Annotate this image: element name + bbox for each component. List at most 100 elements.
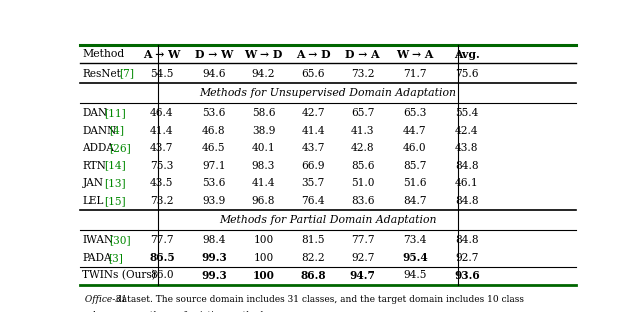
Text: [3]: [3] (108, 253, 123, 263)
Text: 41.3: 41.3 (351, 126, 374, 136)
Text: 98.4: 98.4 (202, 235, 226, 245)
Text: 40.1: 40.1 (252, 143, 275, 153)
Text: 41.4: 41.4 (150, 126, 173, 136)
Text: 84.8: 84.8 (455, 161, 479, 171)
Text: 73.2: 73.2 (150, 196, 173, 206)
Text: TWINs (Ours): TWINs (Ours) (83, 270, 156, 280)
Text: Methods for Partial Domain Adaptation: Methods for Partial Domain Adaptation (220, 215, 436, 225)
Text: RTN: RTN (83, 161, 106, 171)
Text: 85.6: 85.6 (351, 161, 374, 171)
Text: D → A: D → A (346, 49, 380, 60)
Text: 66.9: 66.9 (301, 161, 325, 171)
Text: 46.1: 46.1 (455, 178, 479, 188)
Text: 92.7: 92.7 (455, 253, 479, 263)
Text: 43.8: 43.8 (455, 143, 479, 153)
Text: ual or surpass those of existing methods.: ual or surpass those of existing methods… (83, 311, 271, 312)
Text: 96.8: 96.8 (252, 196, 275, 206)
Text: 77.7: 77.7 (351, 235, 374, 245)
Text: [26]: [26] (109, 143, 131, 153)
Text: [13]: [13] (104, 178, 126, 188)
Text: 76.4: 76.4 (301, 196, 325, 206)
Text: Method: Method (83, 49, 125, 59)
Text: 65.3: 65.3 (403, 108, 426, 118)
Text: PADA: PADA (83, 253, 112, 263)
Text: dataset. The source domain includes 31 classes, and the target domain includes 1: dataset. The source domain includes 31 c… (116, 295, 524, 304)
Text: [14]: [14] (104, 161, 126, 171)
Text: 38.9: 38.9 (252, 126, 275, 136)
Text: 41.4: 41.4 (301, 126, 325, 136)
Text: 84.8: 84.8 (455, 235, 479, 245)
Text: 54.5: 54.5 (150, 69, 173, 79)
Text: 75.6: 75.6 (455, 69, 479, 79)
Text: 86.0: 86.0 (150, 270, 173, 280)
Text: 100: 100 (253, 235, 274, 245)
Text: 43.7: 43.7 (301, 143, 325, 153)
Text: [4]: [4] (109, 126, 124, 136)
Text: D → W: D → W (195, 49, 233, 60)
Text: A → D: A → D (296, 49, 330, 60)
Text: Office-31: Office-31 (83, 295, 130, 304)
Text: Avg.: Avg. (454, 49, 480, 60)
Text: ResNet: ResNet (83, 69, 122, 79)
Text: 84.7: 84.7 (403, 196, 427, 206)
Text: 51.6: 51.6 (403, 178, 426, 188)
Text: DAN: DAN (83, 108, 108, 118)
Text: [11]: [11] (104, 108, 126, 118)
Text: 75.3: 75.3 (150, 161, 173, 171)
Text: 99.3: 99.3 (201, 270, 227, 281)
Text: 100: 100 (253, 270, 275, 281)
Text: 43.7: 43.7 (150, 143, 173, 153)
Text: W → D: W → D (244, 49, 283, 60)
Text: ADDA: ADDA (83, 143, 115, 153)
Text: 81.5: 81.5 (301, 235, 325, 245)
Text: 43.5: 43.5 (150, 178, 173, 188)
Text: 53.6: 53.6 (202, 108, 226, 118)
Text: 85.7: 85.7 (403, 161, 426, 171)
Text: 46.4: 46.4 (150, 108, 173, 118)
Text: DANN: DANN (83, 126, 116, 136)
Text: LEL: LEL (83, 196, 104, 206)
Text: [7]: [7] (119, 69, 134, 79)
Text: 86.8: 86.8 (300, 270, 326, 281)
Text: 41.4: 41.4 (252, 178, 275, 188)
Text: 35.7: 35.7 (301, 178, 325, 188)
Text: [15]: [15] (104, 196, 126, 206)
Text: 94.2: 94.2 (252, 69, 275, 79)
Text: 98.3: 98.3 (252, 161, 275, 171)
Text: A → W: A → W (143, 49, 180, 60)
Text: 86.5: 86.5 (149, 252, 175, 263)
Text: 100: 100 (253, 253, 274, 263)
Text: 65.6: 65.6 (301, 69, 325, 79)
Text: 44.7: 44.7 (403, 126, 427, 136)
Text: 71.7: 71.7 (403, 69, 427, 79)
Text: 83.6: 83.6 (351, 196, 374, 206)
Text: 93.6: 93.6 (454, 270, 480, 281)
Text: 94.7: 94.7 (350, 270, 376, 281)
Text: 46.5: 46.5 (202, 143, 226, 153)
Text: 51.0: 51.0 (351, 178, 374, 188)
Text: 99.3: 99.3 (201, 252, 227, 263)
Text: Methods for Unsupervised Domain Adaptation: Methods for Unsupervised Domain Adaptati… (200, 88, 456, 98)
Text: IWAN: IWAN (83, 235, 114, 245)
Text: 73.2: 73.2 (351, 69, 374, 79)
Text: 42.4: 42.4 (455, 126, 479, 136)
Text: 93.9: 93.9 (202, 196, 225, 206)
Text: [30]: [30] (109, 235, 131, 245)
Text: 46.8: 46.8 (202, 126, 226, 136)
Text: 97.1: 97.1 (202, 161, 226, 171)
Text: 95.4: 95.4 (402, 252, 428, 263)
Text: 53.6: 53.6 (202, 178, 226, 188)
Text: 42.8: 42.8 (351, 143, 374, 153)
Text: 92.7: 92.7 (351, 253, 374, 263)
Text: W → A: W → A (396, 49, 433, 60)
Text: 94.6: 94.6 (202, 69, 226, 79)
Text: 46.0: 46.0 (403, 143, 427, 153)
Text: JAN: JAN (83, 178, 104, 188)
Text: 73.4: 73.4 (403, 235, 426, 245)
Text: 82.2: 82.2 (301, 253, 325, 263)
Text: 94.5: 94.5 (403, 270, 426, 280)
Text: 42.7: 42.7 (301, 108, 325, 118)
Text: 84.8: 84.8 (455, 196, 479, 206)
Text: 65.7: 65.7 (351, 108, 374, 118)
Text: 55.4: 55.4 (455, 108, 479, 118)
